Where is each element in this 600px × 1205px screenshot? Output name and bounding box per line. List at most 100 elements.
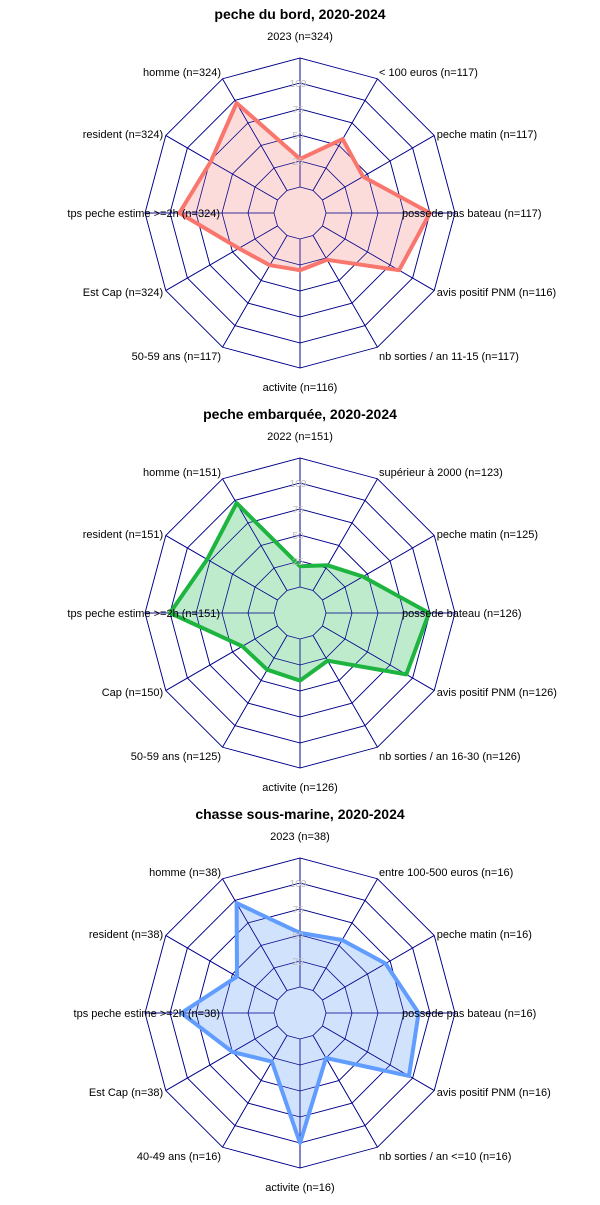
radar-point [326,563,330,567]
radar-point [341,137,345,141]
radar-point [298,157,302,161]
radar-tick-label: 50 [292,531,304,542]
radar-point [240,644,244,648]
chart-title: peche embarquée, 2020-2024 [203,406,397,422]
radar-spoke [322,625,435,691]
radar-spoke [322,225,435,291]
radar-axis-label: Est Cap (n=38) [89,1087,163,1099]
radar-tick-label: 25 [292,157,304,168]
radar-point [298,564,302,568]
radar-axis-label: activite (n=16) [265,1182,334,1194]
radar-point [361,575,365,579]
radar-axis-label: peche matin (n=117) [437,129,537,141]
radar-point [326,659,330,663]
radar-point [324,1056,328,1060]
radar-point [298,268,302,272]
radar-spoke [222,478,288,591]
radar-spoke [322,935,435,1001]
radar-grid-overlay [144,857,456,1169]
radar-spoke [312,235,378,348]
radar-tick-label: 100 [290,79,307,90]
radar-spoke [222,235,288,348]
radar-point [270,1060,274,1064]
radar-axis-label: homme (n=151) [143,467,221,479]
radar-point [231,1050,234,1054]
radar-point [427,611,431,615]
radar-axis-label: peche matin (n=125) [437,529,538,541]
radar-axis-label: Cap (n=150) [102,687,163,699]
radar-axis-label: tps peche estime >=2h (n=151) [67,608,220,620]
radar-axis-label: entre 100-500 euros (n=16) [379,867,513,879]
radar-spoke [165,535,278,601]
radar-axis-label: 2023 (n=38) [270,831,330,843]
radar-axis-label: nb sorties / an 11-15 (n=117) [379,351,519,363]
radar-point [340,938,344,942]
radar-spoke [165,625,278,691]
radar-axis-label: homme (n=324) [143,67,221,79]
radar-panel-chasse-sous-marine: chasse sous-marine, 2020-2024 25 50 75 100 2… [74,806,551,1194]
chart-title: peche du bord, 2020-2024 [214,6,385,22]
chart-title: chasse sous-marine, 2020-2024 [195,806,405,822]
radar-point [177,211,181,215]
radar-point [237,246,241,250]
radar-axis-label: avis positif PNM (n=116) [437,287,556,299]
radar-axis-label: resident (n=38) [89,929,163,941]
radar-axis-label: supérieur à 2000 (n=123) [379,467,503,479]
radar-series-area [170,503,429,681]
radar-spoke [222,78,288,191]
radar-spoke [312,635,378,748]
radar-axis-label: possede bateau (n=126) [402,608,522,620]
radar-spoke [222,1035,288,1148]
radar-spoke [222,635,288,748]
radar-spoke [312,478,378,591]
radar-tick-label: 75 [292,105,304,116]
radar-tick-label: 50 [292,931,304,942]
radar-axis-label: 50-59 ans (n=125) [131,751,221,763]
radar-point [179,1011,183,1015]
radar-axis-label: avis positif PNM (n=126) [437,687,557,699]
radar-tick-label: 25 [292,557,304,568]
radar-axis-label: nb sorties / an 16-30 (n=126) [379,751,521,763]
radar-axis-label: avis positif PNM (n=16) [437,1087,551,1099]
radar-point [428,211,432,215]
radar-point [325,258,329,262]
radar-point [235,901,239,905]
radar-axis-label: possede pas bateau (n=117) [402,208,542,220]
radar-point [384,962,388,966]
radar-panel-peche-du-bord: peche du bord, 2020-2024 25 50 75 100 2023 (… [67,6,556,394]
radar-tick-label: 50 [292,131,304,142]
radar-axis-label: resident (n=324) [83,129,163,141]
radar-spoke [312,78,378,191]
radar-point [265,668,269,672]
radar-axis-label: possede pas bateau (n=16) [402,1008,536,1020]
radar-spoke [312,1035,378,1148]
radar-axis-label: peche matin (n=16) [437,929,532,941]
radar-spoke [165,935,278,1001]
radar-tick-label: 25 [292,957,304,968]
radar-axis-label: homme (n=38) [149,867,221,879]
radar-axis-label: activite (n=126) [262,782,338,794]
radar-point [298,931,302,935]
radar-axis-label: < 100 euros (n=117) [379,67,478,79]
radar-point [268,263,272,267]
radar-point [298,1141,302,1145]
radar-axis-label: tps peche estime >=2h (n=324) [67,208,220,220]
radar-axis-label: Est Cap (n=324) [83,287,163,299]
radar-axis-label: activite (n=116) [263,382,338,394]
radar-point [404,672,408,676]
radar-series-area [179,103,430,271]
radar-point [209,160,213,163]
radar-point [397,268,401,272]
radar-point [235,101,239,105]
radar-series-area [181,903,419,1143]
radar-axis-label: nb sorties / an <=10 (n=16) [379,1151,511,1163]
radar-axis-label: 40-49 ans (n=16) [137,1151,221,1163]
radar-spoke [322,135,435,201]
radar-point [205,557,209,561]
radar-tick-label: 100 [290,479,307,490]
radar-axis-label: resident (n=151) [83,529,163,541]
radar-spoke [165,1025,278,1091]
radar-tick-label: 100 [290,879,307,890]
radar-axis-label: tps peche estime >=2h (n=38) [74,1008,220,1020]
